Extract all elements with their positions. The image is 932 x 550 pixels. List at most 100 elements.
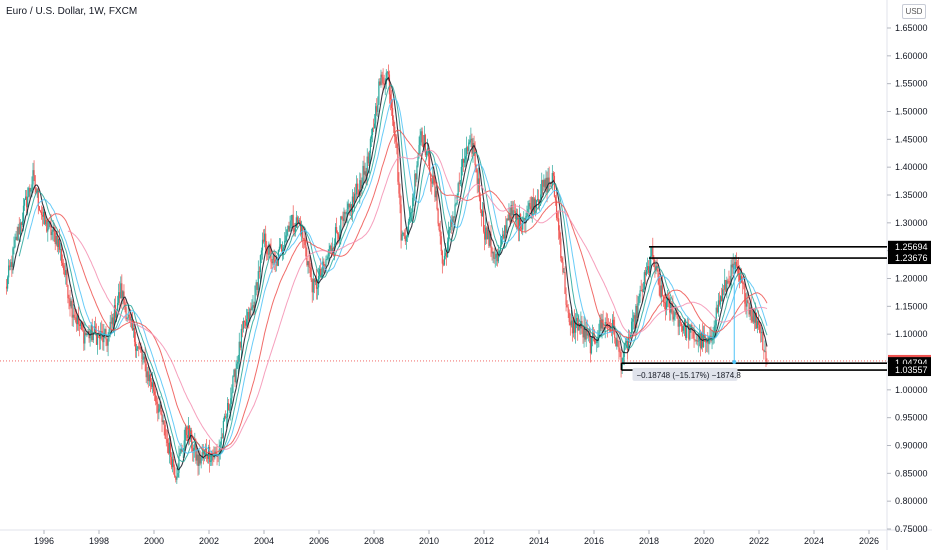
candle-body	[442, 263, 444, 265]
candle-body	[329, 245, 331, 250]
candle-body	[297, 220, 300, 223]
candle-body	[745, 303, 747, 307]
candle-body	[279, 244, 282, 247]
candle-body	[260, 250, 263, 256]
x-tick-label: 2026	[859, 536, 879, 546]
candle-body	[558, 218, 560, 231]
candle-body	[29, 188, 31, 192]
candle-body	[554, 196, 557, 201]
candle-body	[608, 327, 611, 329]
candle-body	[292, 214, 294, 229]
candle-body	[510, 205, 512, 223]
candle-body	[337, 232, 339, 235]
candle-body	[377, 104, 379, 112]
candle-body	[134, 341, 137, 351]
candle-body	[504, 225, 506, 239]
candle-body	[461, 158, 464, 167]
candle-body	[358, 189, 360, 196]
y-tick-label: 1.15000	[895, 301, 928, 311]
candle-body	[10, 262, 12, 267]
candle-body	[144, 356, 146, 364]
chart-title: Euro / U.S. Dollar, 1W, FXCM	[6, 6, 138, 17]
candle-body	[506, 218, 508, 233]
candle-body	[127, 314, 129, 318]
candle-body	[535, 200, 538, 209]
candle-body	[351, 196, 354, 213]
candle-body	[173, 459, 175, 468]
price-label-bg-0	[888, 240, 931, 253]
candle-body	[668, 297, 670, 299]
candle-body	[376, 106, 378, 112]
candle-body	[749, 307, 751, 315]
candle-body	[224, 416, 227, 418]
candle-body	[294, 227, 296, 232]
candle-body	[663, 302, 666, 303]
y-tick-label: 1.45000	[895, 134, 928, 144]
candle-body	[762, 331, 764, 351]
candle-body	[131, 319, 134, 331]
candle-body	[325, 259, 327, 267]
candle-body	[474, 148, 476, 166]
candle-body	[24, 196, 27, 200]
candle-body	[367, 156, 369, 164]
candle-body	[425, 151, 428, 156]
candle-body	[96, 333, 99, 345]
candle-body	[638, 296, 640, 304]
candle-body	[557, 217, 559, 219]
candle-body	[669, 298, 671, 313]
candle-body	[716, 307, 718, 313]
candle-body	[589, 337, 592, 354]
candle-body	[471, 138, 473, 154]
candle-body	[19, 222, 21, 235]
candle-body	[413, 193, 415, 198]
candle-body	[731, 264, 733, 268]
candle-body	[222, 420, 224, 438]
candle-body	[683, 320, 686, 327]
candle-body	[174, 467, 176, 477]
candle-body	[65, 269, 67, 276]
currency-button[interactable]: USD	[902, 4, 926, 19]
candle-body	[694, 339, 696, 341]
candle-body	[365, 171, 367, 177]
candle-body	[544, 179, 546, 188]
candle-body	[416, 165, 418, 180]
candle-body	[537, 199, 540, 203]
candle-body	[165, 438, 167, 440]
candle-body	[330, 245, 332, 251]
candle-body	[429, 156, 431, 174]
candle-body	[690, 325, 692, 330]
candle-body	[323, 261, 325, 266]
candle-body	[133, 328, 136, 342]
candle-body	[543, 179, 545, 187]
candle-body	[191, 430, 193, 449]
candle-body	[509, 213, 511, 223]
candle-body	[210, 460, 212, 462]
candle-body	[271, 261, 273, 264]
candle-body	[658, 277, 660, 286]
candle-body	[375, 106, 377, 124]
candle-body	[252, 305, 254, 307]
candle-body	[492, 251, 494, 254]
candle-body	[536, 199, 539, 201]
candle-body	[460, 166, 462, 181]
candle-body	[659, 285, 661, 298]
candle-body	[206, 455, 209, 459]
price-label-bg-5	[888, 364, 931, 377]
candle-body	[301, 226, 303, 235]
candle-body	[259, 255, 262, 272]
candle-body	[185, 427, 187, 436]
candle-body	[187, 425, 190, 438]
candle-body	[306, 256, 308, 266]
candle-body	[178, 456, 180, 473]
candle-body	[571, 320, 574, 334]
candle-body	[16, 236, 18, 241]
candle-body	[401, 234, 403, 241]
candle-body	[125, 307, 127, 320]
candle-body	[420, 131, 422, 136]
candle-body	[679, 319, 681, 324]
candle-body	[664, 302, 667, 311]
candle-body	[310, 267, 312, 280]
candle-body	[160, 404, 162, 415]
candle-body	[290, 220, 292, 227]
